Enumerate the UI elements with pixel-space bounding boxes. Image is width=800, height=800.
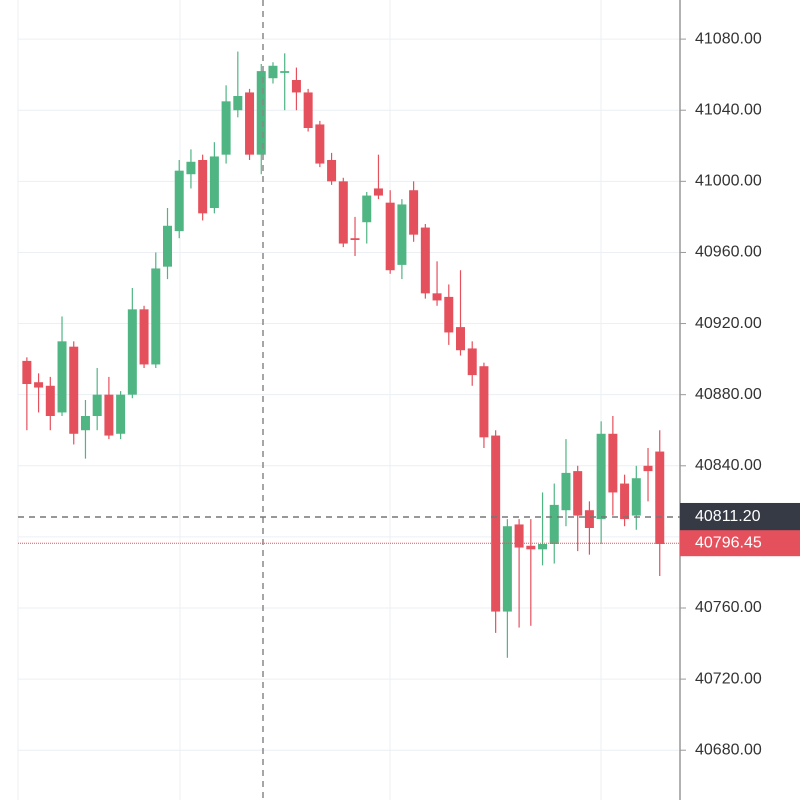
candle-body bbox=[174, 170, 184, 232]
candle-body bbox=[127, 309, 137, 395]
candle-body bbox=[479, 366, 489, 438]
candle-body bbox=[80, 416, 90, 431]
candle-body bbox=[397, 204, 407, 265]
plot bbox=[22, 51, 665, 658]
grid bbox=[18, 38, 680, 751]
candle-body bbox=[221, 101, 231, 155]
candle-body bbox=[256, 71, 266, 155]
candle-body bbox=[502, 526, 512, 612]
candle-body bbox=[573, 471, 583, 516]
candle-body bbox=[45, 385, 55, 416]
candle-body bbox=[631, 478, 641, 516]
candle-body bbox=[584, 510, 594, 528]
candle-body bbox=[608, 433, 618, 493]
candle-body bbox=[303, 92, 313, 128]
candle-body bbox=[362, 195, 372, 223]
y-tick-label: 40720.00 bbox=[695, 670, 762, 687]
candle-body bbox=[104, 394, 114, 436]
candle-body bbox=[209, 156, 219, 208]
candle-body bbox=[116, 394, 126, 434]
candle-body bbox=[655, 451, 665, 544]
crosshair-label-bg bbox=[680, 502, 800, 531]
last-price-label-bg bbox=[680, 530, 800, 557]
candle-body bbox=[420, 227, 430, 294]
candle-body bbox=[233, 96, 243, 111]
candle-body bbox=[620, 483, 630, 520]
candle-body bbox=[444, 296, 454, 333]
candle-body bbox=[57, 341, 67, 413]
candle-body bbox=[34, 382, 44, 388]
y-tick-label: 40840.00 bbox=[695, 457, 762, 474]
candle-body bbox=[315, 124, 325, 164]
candle-body bbox=[350, 238, 360, 240]
candle-body bbox=[432, 293, 442, 301]
candle-body bbox=[596, 433, 606, 520]
candle-body bbox=[538, 544, 548, 550]
candle-body bbox=[549, 504, 559, 544]
candle-body bbox=[280, 71, 290, 73]
candle-body bbox=[22, 360, 32, 384]
y-tick-label: 41080.00 bbox=[695, 30, 762, 47]
y-tick-label: 40960.00 bbox=[695, 244, 762, 261]
candle-body bbox=[526, 545, 536, 550]
y-tick-label: 41000.00 bbox=[695, 173, 762, 190]
candle-body bbox=[456, 327, 465, 351]
candle-body bbox=[69, 346, 79, 434]
crosshair-label: 40811.20 bbox=[695, 508, 761, 525]
candle-body bbox=[643, 465, 653, 472]
y-tick-label: 40760.00 bbox=[695, 599, 762, 616]
candle-body bbox=[338, 181, 348, 244]
candle-body bbox=[373, 188, 383, 196]
candle-body bbox=[198, 160, 208, 214]
candle-body bbox=[186, 161, 196, 175]
y-tick-label: 40680.00 bbox=[695, 741, 762, 758]
candle-body bbox=[491, 435, 501, 612]
y-tick-label: 40920.00 bbox=[695, 315, 762, 332]
y-tick-label: 40880.00 bbox=[695, 386, 762, 403]
candle-body bbox=[385, 202, 395, 271]
candle-body bbox=[327, 160, 337, 182]
candle-body bbox=[409, 190, 419, 235]
last-price-label: 40796.45 bbox=[695, 534, 762, 551]
candle-body bbox=[268, 65, 278, 79]
candle-body bbox=[561, 472, 571, 511]
candle-body bbox=[291, 80, 301, 93]
candle-body bbox=[92, 394, 102, 416]
candle-body bbox=[514, 524, 524, 548]
candle-body bbox=[139, 309, 149, 365]
candle-body bbox=[163, 225, 172, 267]
candle-body bbox=[151, 268, 161, 365]
y-tick-label: 41040.00 bbox=[695, 101, 762, 118]
candle-body bbox=[467, 348, 477, 376]
candle-body bbox=[245, 92, 255, 155]
